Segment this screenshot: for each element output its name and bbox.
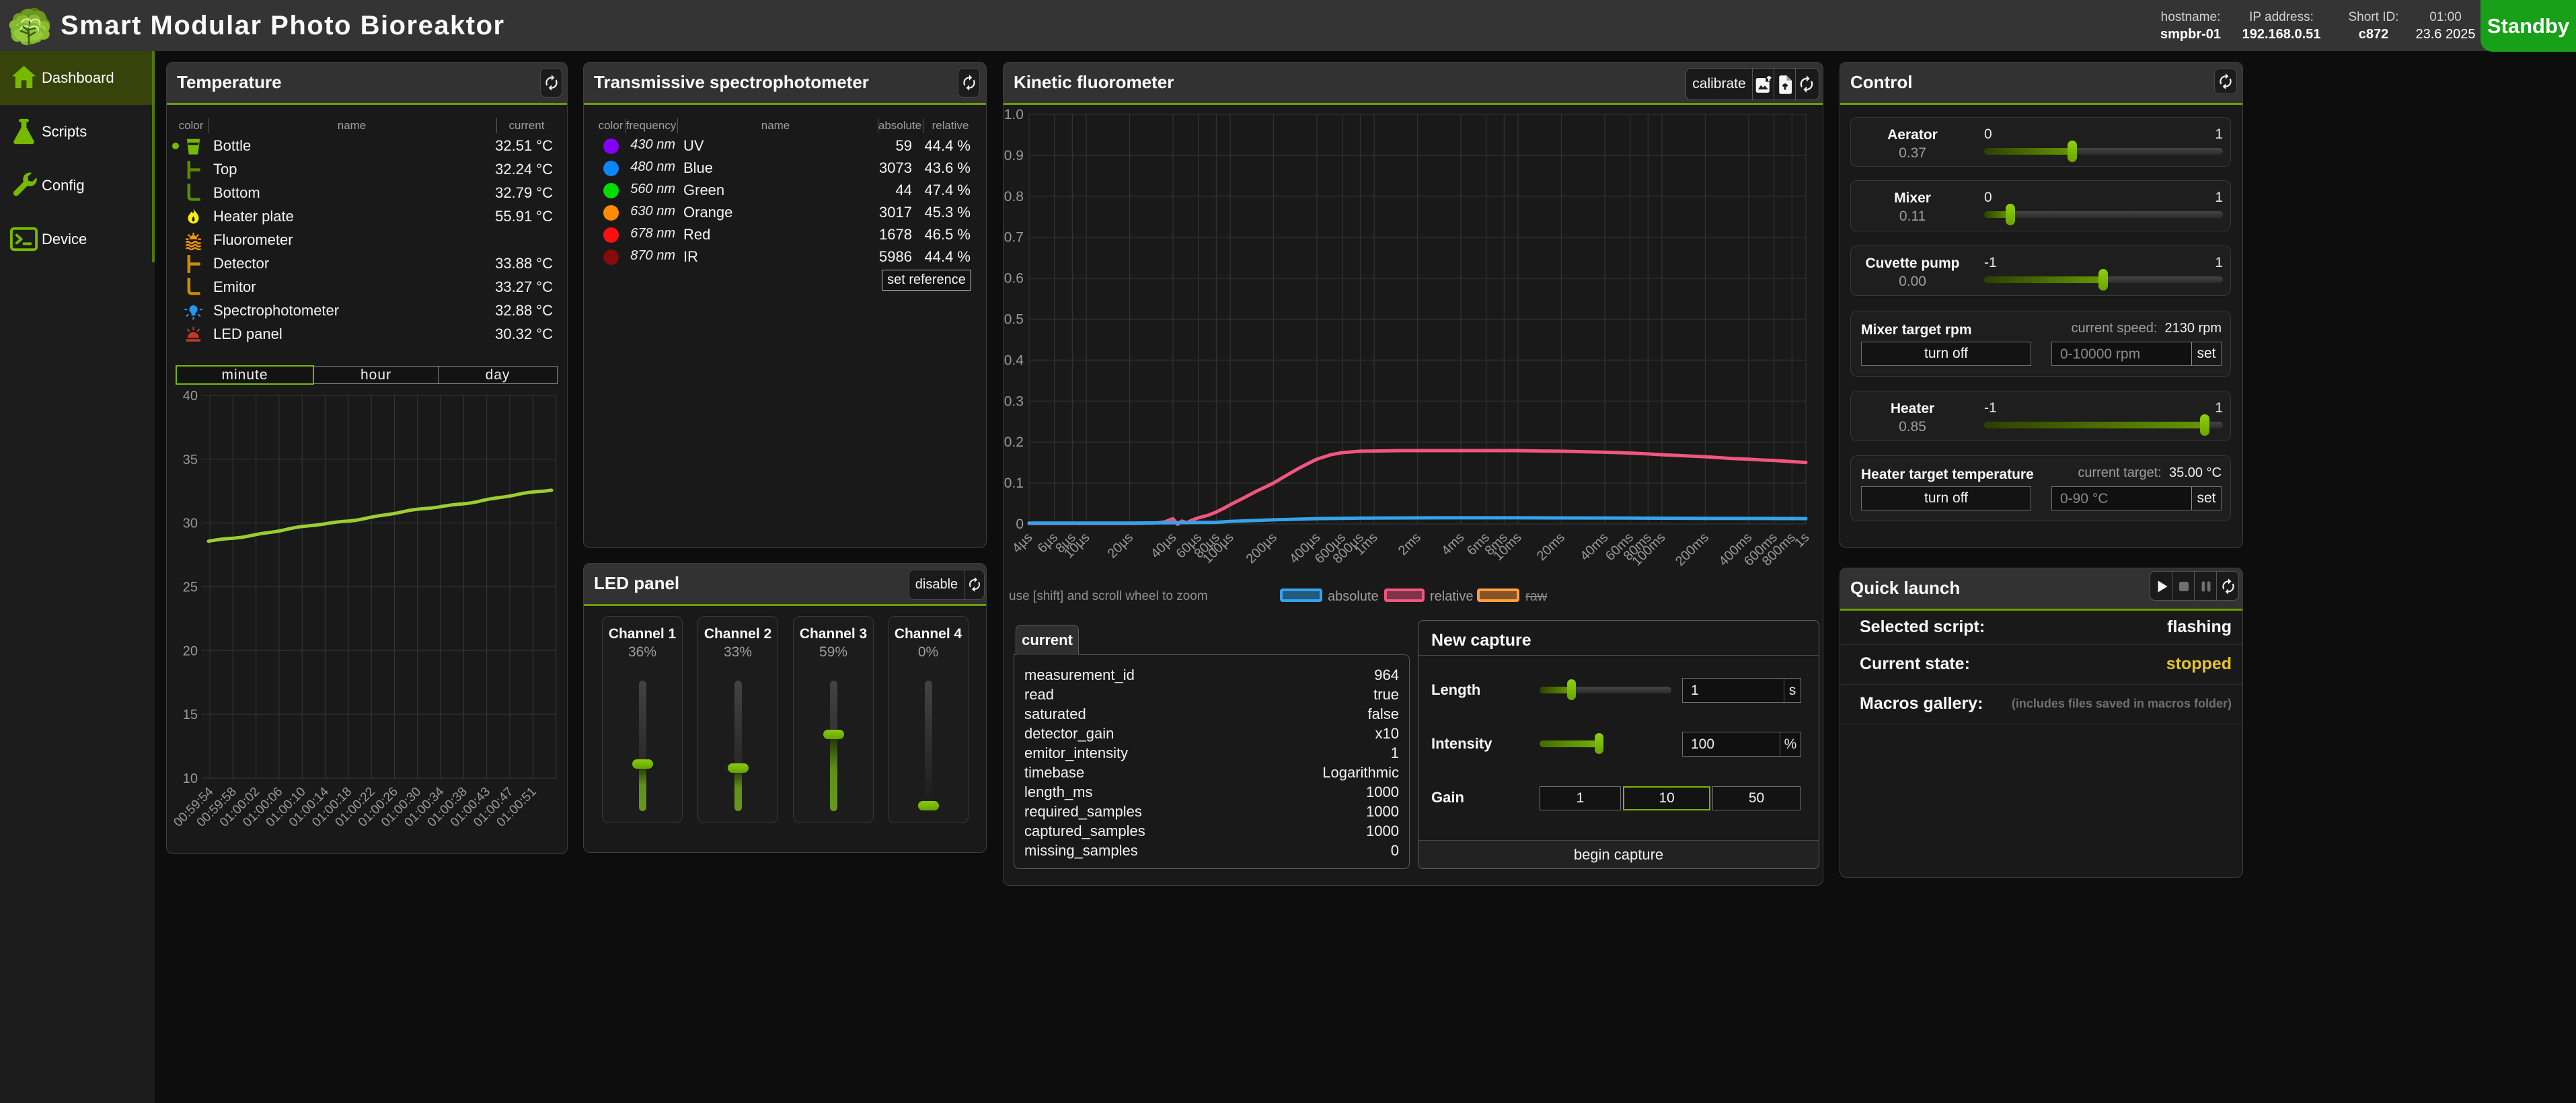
svg-text:0: 0	[1016, 517, 1024, 532]
svg-text:20: 20	[183, 644, 198, 658]
svg-text:0.9: 0.9	[1004, 148, 1024, 163]
svg-text:1.0: 1.0	[1004, 107, 1024, 122]
svg-text:25: 25	[183, 580, 198, 595]
svg-text:0.4: 0.4	[1004, 352, 1024, 368]
svg-text:15: 15	[183, 708, 198, 722]
svg-text:40ms: 40ms	[1577, 530, 1611, 564]
svg-text:0.1: 0.1	[1004, 476, 1024, 491]
svg-text:200ms: 200ms	[1673, 530, 1712, 569]
svg-text:200µs: 200µs	[1244, 530, 1280, 566]
svg-text:20ms: 20ms	[1534, 530, 1568, 564]
svg-text:1s: 1s	[1792, 530, 1812, 550]
svg-text:20µs: 20µs	[1105, 530, 1137, 562]
svg-text:0.5: 0.5	[1004, 312, 1024, 328]
svg-text:40: 40	[183, 389, 198, 404]
svg-text:0.7: 0.7	[1004, 230, 1024, 245]
svg-text:2ms: 2ms	[1396, 530, 1424, 558]
svg-text:35: 35	[183, 453, 198, 467]
svg-text:40µs: 40µs	[1148, 530, 1180, 562]
svg-text:4ms: 4ms	[1439, 530, 1467, 558]
svg-text:0.8: 0.8	[1004, 189, 1024, 204]
svg-text:0.6: 0.6	[1004, 271, 1024, 287]
svg-text:30: 30	[183, 517, 198, 531]
svg-text:4µs: 4µs	[1010, 530, 1036, 556]
svg-text:10: 10	[183, 771, 198, 786]
svg-text:0.3: 0.3	[1004, 393, 1024, 409]
svg-text:0.2: 0.2	[1004, 434, 1024, 450]
